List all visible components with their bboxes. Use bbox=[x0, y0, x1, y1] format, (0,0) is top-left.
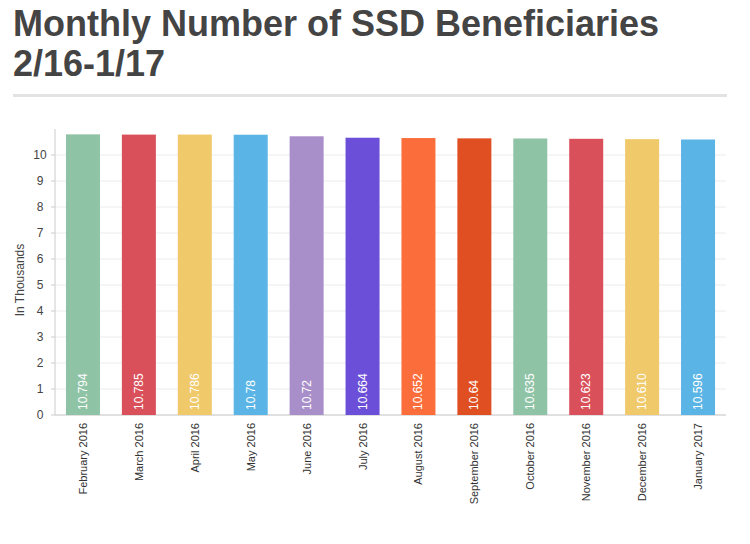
tick-mark bbox=[51, 259, 55, 260]
bar bbox=[178, 135, 212, 415]
category-label: November 2016 bbox=[580, 423, 592, 501]
tick-label: 9 bbox=[37, 174, 44, 188]
title: Monthly Number of SSD Beneficiaries 2/16… bbox=[13, 4, 738, 84]
tick-label: 8 bbox=[37, 200, 44, 214]
tick-label: 10 bbox=[33, 148, 47, 162]
tick-mark bbox=[51, 155, 55, 156]
bar bbox=[513, 138, 547, 415]
tick-mark bbox=[51, 311, 55, 312]
category-label: June 2016 bbox=[301, 423, 313, 474]
bars bbox=[66, 134, 715, 415]
separator bbox=[13, 94, 727, 97]
tick-mark bbox=[51, 363, 55, 364]
data-label: 10.635 bbox=[523, 373, 537, 410]
category-label: September 2016 bbox=[468, 423, 480, 504]
data-label: 10.78 bbox=[244, 380, 258, 410]
data-label: 10.72 bbox=[300, 380, 314, 410]
y-axis-line bbox=[55, 129, 56, 415]
category-label: April 2016 bbox=[189, 423, 201, 473]
tick-mark bbox=[51, 233, 55, 234]
data-label: 10.652 bbox=[411, 373, 425, 410]
bar bbox=[401, 138, 435, 415]
bar bbox=[234, 135, 268, 415]
category-label: December 2016 bbox=[636, 423, 648, 501]
labels: 10.794 February 2016 10.785 March 2016 10.78… bbox=[76, 373, 705, 504]
bar bbox=[346, 138, 380, 415]
tick-mark bbox=[51, 181, 55, 182]
chart: 0 1 2 3 4 5 6 7 8 9 10 In Thousands 10.794 February 2… bbox=[0, 0, 750, 544]
bar bbox=[122, 135, 156, 415]
bar bbox=[290, 136, 324, 415]
category-label: July 2016 bbox=[357, 423, 369, 470]
bar bbox=[625, 139, 659, 415]
category-label: October 2016 bbox=[524, 423, 536, 490]
tick-mark bbox=[51, 389, 55, 390]
category-label: May 2016 bbox=[245, 423, 257, 471]
tick-mark bbox=[51, 337, 55, 338]
bar bbox=[681, 140, 715, 415]
data-label: 10.596 bbox=[691, 373, 705, 410]
data-label: 10.794 bbox=[76, 373, 90, 410]
y-axis-label: In Thousands bbox=[13, 244, 27, 317]
data-label: 10.64 bbox=[467, 380, 481, 410]
category-label: August 2016 bbox=[412, 423, 424, 485]
tick-label: 3 bbox=[37, 330, 44, 344]
tick-label: 4 bbox=[37, 304, 44, 318]
data-label: 10.786 bbox=[188, 373, 202, 410]
tick-label: 0 bbox=[37, 408, 44, 422]
tick-mark bbox=[51, 285, 55, 286]
tick-mark bbox=[51, 207, 55, 208]
tick-label: 5 bbox=[37, 278, 44, 292]
bar bbox=[569, 139, 603, 415]
bar bbox=[66, 134, 100, 415]
tick-label: 6 bbox=[37, 252, 44, 266]
tick-label: 2 bbox=[37, 356, 44, 370]
tick-mark bbox=[51, 415, 55, 416]
category-label: February 2016 bbox=[77, 423, 89, 495]
data-label: 10.623 bbox=[579, 373, 593, 410]
data-label: 10.610 bbox=[635, 373, 649, 410]
data-label: 10.785 bbox=[132, 373, 146, 410]
category-label: March 2016 bbox=[133, 423, 145, 481]
bar bbox=[457, 138, 491, 415]
category-label: January 2017 bbox=[692, 423, 704, 490]
data-label: 10.664 bbox=[356, 373, 370, 410]
tick-label: 1 bbox=[37, 382, 44, 396]
tick-label: 7 bbox=[37, 226, 44, 240]
